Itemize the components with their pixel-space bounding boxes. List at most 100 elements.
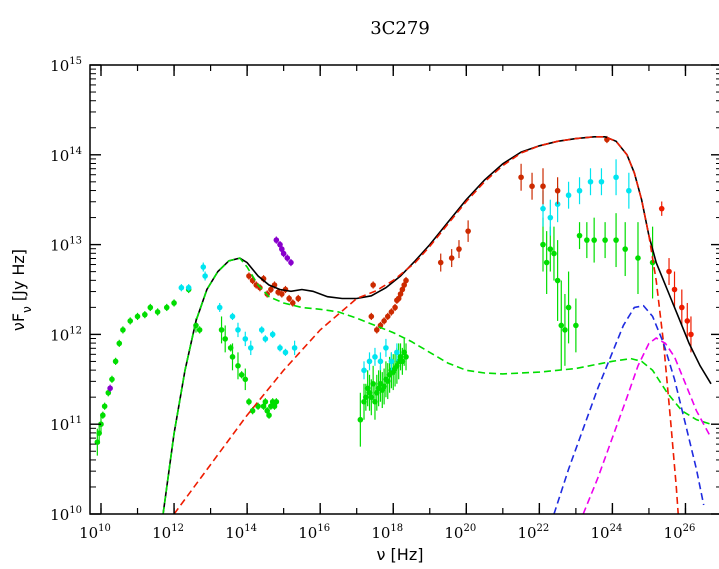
- point-marker: [235, 363, 241, 369]
- data-point: [107, 384, 113, 392]
- point-marker: [366, 358, 373, 365]
- data-point: [373, 326, 380, 334]
- point-marker: [384, 313, 391, 320]
- point-marker: [185, 284, 192, 291]
- data-point: [658, 201, 665, 216]
- data-point: [229, 312, 236, 321]
- data-point: [229, 343, 236, 371]
- data-point: [635, 222, 641, 294]
- data-point: [200, 262, 207, 272]
- model-curve-layer: [162, 136, 712, 514]
- point-marker: [101, 403, 108, 410]
- data-point: [671, 271, 678, 308]
- data-point: [288, 258, 294, 267]
- point-marker: [403, 354, 409, 360]
- point-marker: [392, 304, 398, 311]
- point-marker: [554, 277, 561, 284]
- point-marker: [266, 412, 272, 419]
- point-marker: [246, 398, 252, 405]
- data-point: [602, 222, 608, 259]
- point-marker: [587, 178, 594, 185]
- point-marker: [249, 407, 256, 414]
- data-point: [666, 258, 672, 286]
- point-marker: [258, 327, 265, 333]
- data-point: [238, 371, 245, 379]
- data-point: [465, 220, 471, 242]
- data-point: [154, 308, 161, 316]
- point-marker: [551, 250, 557, 257]
- point-marker: [543, 259, 550, 266]
- data-point: [216, 302, 223, 312]
- data-point: [565, 271, 572, 344]
- point-marker: [268, 286, 274, 293]
- data-point: [262, 398, 269, 406]
- point-marker: [613, 237, 619, 243]
- point-marker: [388, 358, 395, 365]
- data-point: [540, 168, 546, 205]
- point-marker: [262, 336, 269, 342]
- point-marker: [547, 246, 554, 252]
- data-point: [235, 352, 241, 380]
- plot-frame: [89, 64, 719, 515]
- point-marker: [277, 345, 283, 351]
- data-point: [112, 357, 119, 365]
- data-point: [547, 199, 554, 236]
- x-tick-label: 1024: [590, 523, 622, 542]
- data-point: [394, 343, 400, 362]
- point-marker: [558, 322, 565, 329]
- data-point: [185, 284, 192, 292]
- y-axis-label-main: νF: [9, 313, 28, 331]
- data-point: [258, 326, 265, 334]
- point-marker: [171, 300, 177, 306]
- point-marker: [679, 304, 685, 311]
- point-marker: [529, 183, 535, 190]
- point-marker: [288, 259, 294, 266]
- x-tick-label: 1016: [298, 523, 330, 542]
- point-marker: [284, 255, 291, 261]
- data-point: [178, 284, 185, 292]
- data-point: [543, 231, 550, 294]
- data-point: [584, 222, 590, 259]
- y-axis: 1010 1011 1012 1013 1014 1015: [50, 56, 719, 524]
- data-point: [366, 352, 373, 371]
- point-marker: [626, 187, 632, 194]
- data-point: [273, 398, 280, 406]
- data-point: [279, 290, 285, 298]
- point-marker: [394, 349, 400, 356]
- data-point: [163, 303, 170, 312]
- data-point: [289, 299, 296, 307]
- data-point: [142, 311, 148, 319]
- data-point: [246, 272, 252, 280]
- point-marker: [437, 259, 444, 266]
- point-marker: [602, 237, 608, 243]
- x-tick-label: 1026: [664, 523, 696, 542]
- point-marker: [280, 250, 287, 257]
- data-point: [613, 213, 619, 268]
- data-point: [573, 298, 579, 353]
- data-point: [529, 172, 535, 200]
- data-point: [598, 168, 605, 196]
- point-marker: [163, 304, 170, 311]
- data-point: [277, 344, 283, 352]
- point-marker: [200, 264, 207, 270]
- data-point: [147, 303, 154, 312]
- point-marker: [229, 354, 236, 360]
- point-marker: [246, 273, 252, 279]
- data-point: [368, 312, 375, 321]
- data-point: [384, 312, 391, 321]
- x-tick-label: 1012: [152, 523, 184, 542]
- y-tick-label: 1013: [50, 236, 82, 255]
- model-curve: [173, 136, 679, 514]
- point-marker: [540, 205, 546, 212]
- data-point: [679, 289, 685, 326]
- data-point: [255, 402, 261, 410]
- point-marker: [295, 295, 302, 302]
- data-point: [551, 226, 557, 281]
- point-marker: [368, 313, 375, 320]
- data-point: [134, 312, 141, 321]
- data-point: [116, 339, 123, 347]
- y-tick-label: 1010: [50, 505, 82, 524]
- point-marker: [273, 237, 280, 243]
- point-marker: [107, 385, 113, 392]
- data-point: [268, 285, 274, 294]
